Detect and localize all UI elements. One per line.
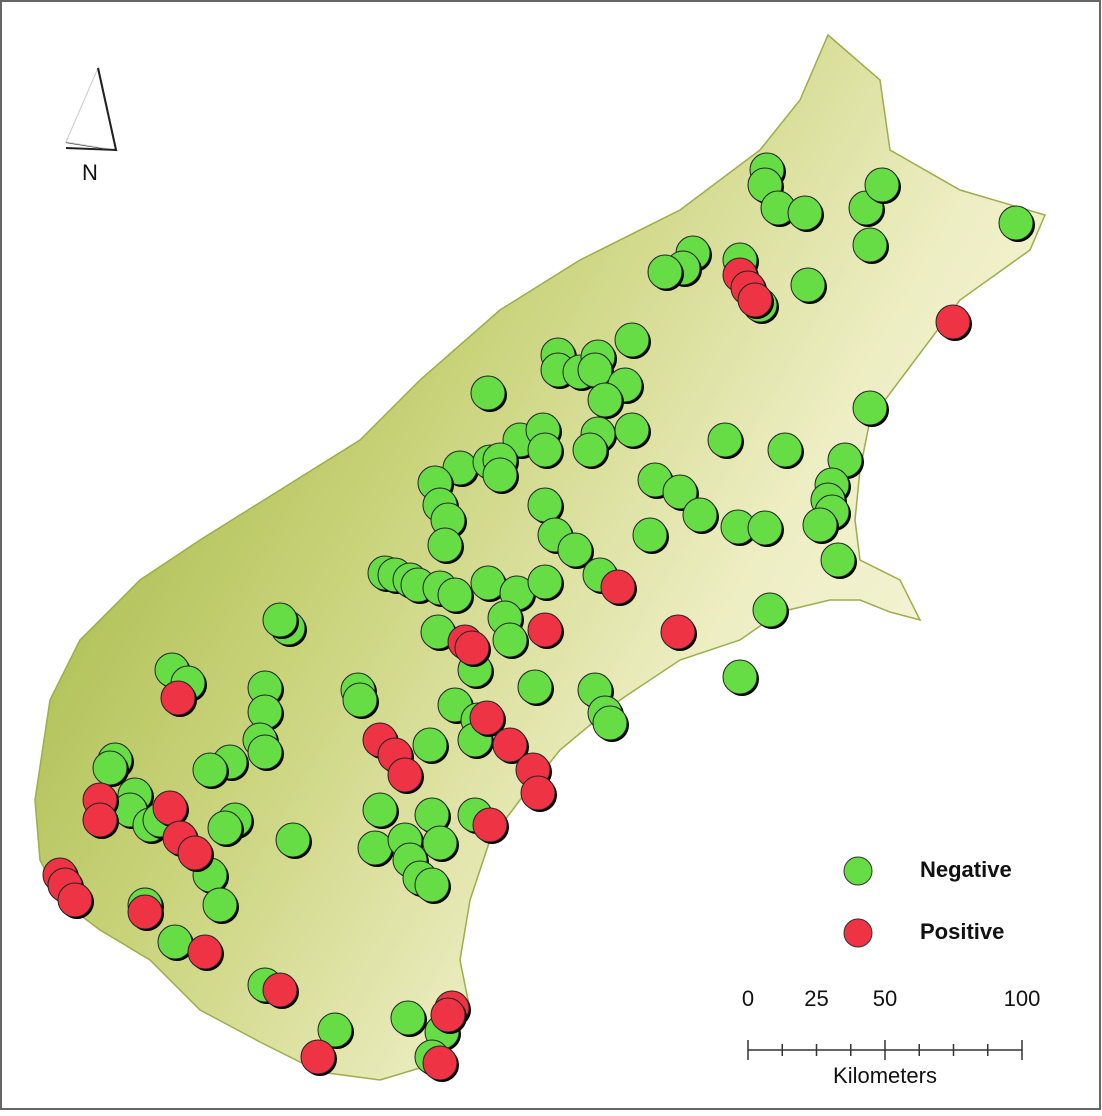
sample-point — [178, 836, 212, 870]
scale-label: 0 — [742, 986, 754, 1011]
sample-point — [428, 528, 462, 562]
sample-point — [588, 383, 622, 417]
sample-point — [161, 681, 195, 715]
sample-point — [853, 228, 887, 262]
sample-point — [528, 488, 562, 522]
sample-point — [573, 433, 607, 467]
sample-point — [470, 701, 504, 735]
sample-point — [423, 826, 457, 860]
sample-point — [493, 623, 527, 657]
sample-point — [558, 533, 592, 567]
sample-point — [803, 508, 837, 542]
sample-point — [528, 565, 562, 599]
sample-point — [83, 803, 117, 837]
scale-unit: Kilometers — [833, 1063, 937, 1088]
sample-point — [648, 255, 682, 289]
sample-point — [415, 868, 449, 902]
sample-point — [821, 543, 855, 577]
sample-point — [791, 268, 825, 302]
sample-point — [391, 1001, 425, 1035]
sample-point — [768, 433, 802, 467]
sample-point — [93, 751, 127, 785]
sample-point — [593, 706, 627, 740]
legend-swatch — [844, 919, 872, 947]
sample-point — [248, 735, 282, 769]
legend-label: Positive — [920, 919, 1004, 944]
sample-point — [455, 631, 489, 665]
sample-point — [413, 728, 447, 762]
sample-point — [423, 1046, 457, 1080]
sample-point — [723, 660, 757, 694]
sample-point — [58, 883, 92, 917]
scale-label: 100 — [1004, 986, 1041, 1011]
sample-point — [363, 793, 397, 827]
sample-point — [301, 1040, 335, 1074]
sample-point — [471, 376, 505, 410]
legend-swatch — [844, 857, 872, 885]
sample-point — [748, 511, 782, 545]
sample-point — [263, 603, 297, 637]
scale-label: 50 — [873, 986, 897, 1011]
sample-point — [633, 518, 667, 552]
sample-point — [578, 353, 612, 387]
sample-point — [708, 423, 742, 457]
sample-point — [431, 998, 465, 1032]
sample-point — [343, 683, 377, 717]
sample-point — [483, 458, 517, 492]
sample-point — [738, 283, 772, 317]
sample-point — [661, 615, 695, 649]
sample-point — [936, 305, 970, 339]
sample-point — [128, 895, 162, 929]
scale-label: 25 — [804, 986, 828, 1011]
north-label: N — [82, 160, 98, 185]
sample-point — [615, 413, 649, 447]
sample-point — [193, 753, 227, 787]
legend-label: Negative — [920, 857, 1012, 882]
sample-point — [263, 973, 297, 1007]
sample-point — [518, 670, 552, 704]
sample-point — [188, 935, 222, 969]
sample-point — [388, 758, 422, 792]
sample-point — [203, 888, 237, 922]
sample-point — [528, 613, 562, 647]
sample-point — [788, 196, 822, 230]
sample-point — [853, 391, 887, 425]
sample-point — [158, 925, 192, 959]
sample-point — [521, 776, 555, 810]
sample-point — [358, 831, 392, 865]
sample-point — [438, 578, 472, 612]
sample-point — [528, 433, 562, 467]
sample-point — [473, 808, 507, 842]
sample-point — [999, 206, 1033, 240]
sample-point — [153, 791, 187, 825]
sample-point — [865, 168, 899, 202]
sample-point — [753, 593, 787, 627]
sample-point — [276, 823, 310, 857]
sample-point — [615, 323, 649, 357]
sample-point — [683, 498, 717, 532]
sample-point — [601, 570, 635, 604]
sample-point — [208, 811, 242, 845]
map: N Negative Positive 0 25 50 100 Kilometers — [0, 0, 1102, 1111]
